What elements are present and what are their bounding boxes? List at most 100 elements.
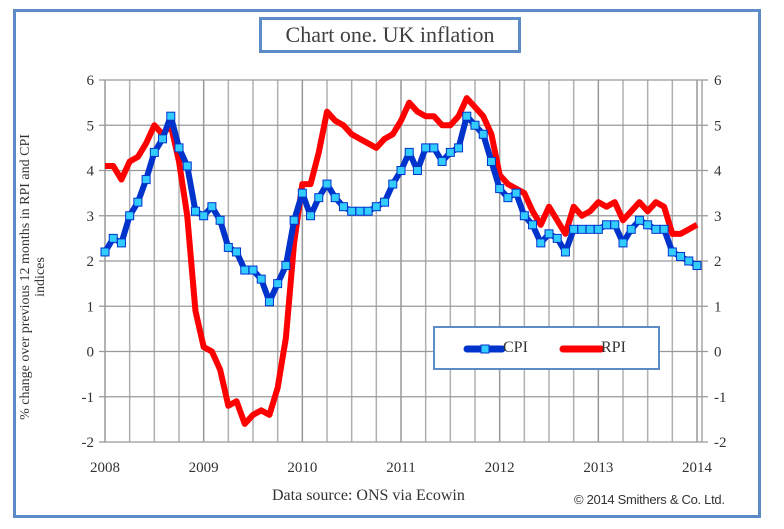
x-tick: 2013 bbox=[583, 460, 613, 476]
copyright: © 2014 Smithers & Co. Ltd. bbox=[574, 492, 725, 507]
y-tick-right: 4 bbox=[714, 164, 722, 180]
cpi-point bbox=[544, 229, 554, 239]
y-tick-left: -1 bbox=[82, 390, 95, 406]
cpi-point bbox=[462, 111, 472, 121]
cpi-point bbox=[536, 238, 546, 248]
cpi-point bbox=[692, 261, 702, 271]
y-tick-right: 1 bbox=[714, 299, 722, 315]
cpi-point bbox=[676, 251, 686, 261]
chart-title: Chart one. UK inflation bbox=[259, 17, 521, 53]
legend-cpi-label: CPI bbox=[503, 339, 528, 356]
cpi-point bbox=[445, 147, 455, 157]
y-tick-left: 2 bbox=[87, 254, 95, 270]
cpi-point bbox=[511, 188, 521, 198]
rpi-line bbox=[105, 95, 699, 427]
y-tick-left: 4 bbox=[87, 164, 95, 180]
cpi-point bbox=[223, 242, 233, 252]
cpi-point bbox=[264, 297, 274, 307]
y-tick-left: 6 bbox=[87, 73, 95, 89]
cpi-point bbox=[388, 179, 398, 189]
cpi-point bbox=[347, 206, 357, 216]
cpi-point bbox=[569, 224, 579, 234]
cpi-point bbox=[577, 224, 587, 234]
y-tick-right: 0 bbox=[714, 345, 722, 361]
chart-frame bbox=[13, 9, 761, 518]
cpi-point bbox=[396, 166, 406, 175]
y-tick-left: 3 bbox=[87, 209, 95, 225]
cpi-point bbox=[429, 143, 439, 153]
y-axis-label: % change over previous 12 months in RPI … bbox=[18, 134, 48, 420]
x-tick: 2009 bbox=[189, 460, 219, 476]
cpi-point bbox=[602, 220, 612, 230]
y-tick-right: -2 bbox=[714, 435, 727, 451]
cpi-point bbox=[232, 247, 242, 257]
legend-rpi-label: RPI bbox=[601, 339, 626, 356]
cpi-point bbox=[215, 215, 225, 225]
x-tick: 2010 bbox=[287, 460, 317, 476]
cpi-point bbox=[190, 206, 200, 216]
x-tick: 2011 bbox=[386, 460, 415, 476]
cpi-point bbox=[412, 166, 422, 175]
y-tick-right: 6 bbox=[714, 73, 722, 89]
cpi-point bbox=[363, 206, 373, 216]
cpi-point bbox=[240, 265, 250, 275]
cpi-point bbox=[314, 193, 324, 203]
cpi-point bbox=[166, 111, 176, 121]
legend: CPI RPI bbox=[433, 326, 660, 370]
cpi-point bbox=[273, 279, 283, 289]
cpi-point bbox=[528, 220, 538, 230]
cpi-point bbox=[626, 224, 636, 234]
cpi-point bbox=[371, 202, 381, 212]
cpi-point bbox=[421, 143, 431, 153]
cpi-point bbox=[182, 161, 192, 171]
cpi-point bbox=[495, 184, 505, 194]
cpi-point bbox=[199, 211, 209, 221]
data-source: Data source: ONS via Ecowin bbox=[272, 487, 465, 504]
cpi-point bbox=[470, 120, 480, 130]
cpi-point bbox=[256, 274, 266, 284]
cpi-point bbox=[133, 197, 143, 207]
cpi-point bbox=[585, 224, 595, 234]
cpi-point bbox=[281, 261, 291, 271]
cpi-point bbox=[248, 265, 258, 275]
y-tick-right: 5 bbox=[714, 118, 722, 134]
cpi-point bbox=[552, 233, 562, 243]
cpi-point bbox=[149, 147, 159, 157]
cpi-point bbox=[158, 134, 168, 144]
cpi-point bbox=[207, 202, 217, 212]
y-tick-right: 3 bbox=[714, 209, 722, 225]
y-tick-left: 5 bbox=[87, 118, 95, 134]
x-tick: 2008 bbox=[90, 460, 120, 476]
cpi-point bbox=[330, 193, 340, 203]
cpi-point bbox=[108, 233, 118, 243]
cpi-point bbox=[486, 156, 496, 166]
cpi-point bbox=[643, 220, 653, 230]
cpi-point bbox=[174, 143, 184, 153]
cpi-point bbox=[634, 215, 644, 225]
cpi-point bbox=[610, 220, 620, 230]
cpi-point bbox=[289, 215, 299, 225]
y-tick-left: -2 bbox=[82, 435, 95, 451]
cpi-point bbox=[618, 238, 628, 248]
y-tick-right: 2 bbox=[714, 254, 722, 270]
cpi-point bbox=[651, 224, 661, 234]
cpi-point bbox=[659, 224, 669, 234]
cpi-point bbox=[355, 206, 365, 216]
cpi-point bbox=[338, 202, 348, 212]
y-tick-left: 0 bbox=[87, 345, 95, 361]
cpi-point bbox=[454, 143, 464, 153]
cpi-point bbox=[437, 156, 447, 166]
cpi-point bbox=[404, 147, 414, 157]
cpi-point bbox=[100, 247, 110, 257]
y-tick-left: 1 bbox=[87, 299, 95, 315]
cpi-point bbox=[322, 179, 332, 189]
cpi-point bbox=[503, 193, 513, 203]
cpi-point bbox=[306, 211, 316, 221]
cpi-point bbox=[380, 197, 390, 207]
cpi-point bbox=[125, 211, 135, 221]
x-tick: 2012 bbox=[485, 460, 515, 476]
y-tick-right: -1 bbox=[714, 390, 727, 406]
cpi-point bbox=[684, 256, 694, 266]
cpi-point bbox=[593, 224, 603, 234]
